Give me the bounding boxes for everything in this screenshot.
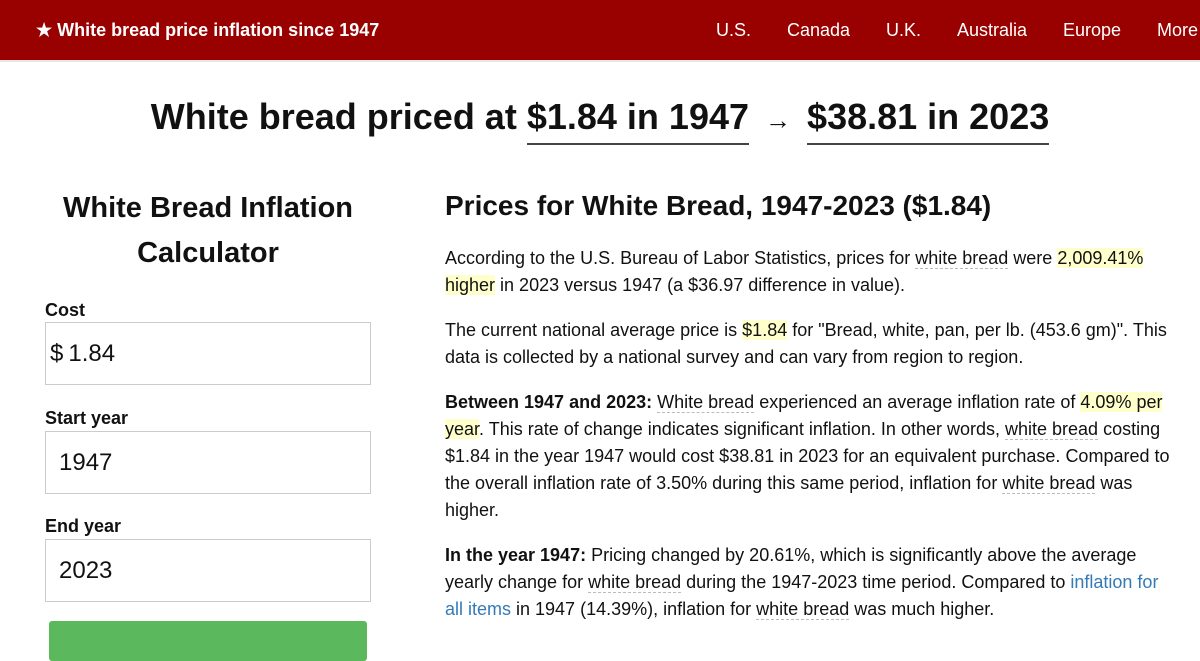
brand-link[interactable]: ★ White bread price inflation since 1947 [36,20,379,41]
end-year-field [45,539,371,602]
nav-link-uk[interactable]: U.K. [886,20,922,40]
text: . This rate of change indicates signific… [479,419,1005,439]
inflation-calculator: White Bread Inflation Calculator Cost $ … [45,186,371,661]
cost-field: $ [45,322,371,385]
text: experienced an average inflation rate of [754,392,1081,412]
term-white-bread[interactable]: white bread [1002,473,1096,494]
article-content: Prices for White Bread, 1947-2023 ($1.84… [445,186,1175,623]
highlight-current-price: $1.84 [742,320,788,340]
text: was much higher. [849,599,995,619]
headline-end-value: $38.81 in 2023 [807,97,1050,145]
article-title: Prices for White Bread, 1947-2023 ($1.84… [445,190,992,221]
term-white-bread[interactable]: White bread [657,392,755,413]
calculate-button[interactable] [49,621,367,661]
top-navigation-bar: ★ White bread price inflation since 1947… [0,0,1200,62]
brand-title: White bread price inflation since 1947 [57,20,380,40]
term-white-bread[interactable]: white bread [1005,419,1099,440]
inflation-all-items-link[interactable]: inflation for all items [445,572,1159,619]
calculator-title: White Bread Inflation Calculator [63,192,353,269]
nav-link-europe[interactable]: Europe [1063,20,1122,40]
text: for "Bread, white, pan, per lb. (453.6 g… [445,320,1167,367]
text: during the 1947-2023 time period. Compar… [681,572,1071,592]
nav-link-australia[interactable]: Australia [957,20,1028,40]
text: costing $1.84 in the year 1947 would cos… [445,419,1170,493]
star-icon: ★ [36,20,53,40]
paragraph-start-year: In the year 1947: Pricing changed by 20.… [445,542,1175,623]
paragraph-current-price: The current national average price is $1… [445,317,1175,371]
start-year-label: Start year [45,408,129,428]
headline-start-value: $1.84 in 1947 [526,97,750,145]
term-white-bread[interactable]: white bread [588,572,682,593]
end-year-label: End year [45,516,122,536]
text: in 2023 versus 1947 (a $36.97 difference… [495,275,905,295]
start-year-field [45,431,371,494]
paragraph-summary: According to the U.S. Bureau of Labor St… [445,245,1175,299]
cost-input[interactable] [68,339,370,368]
text: According to the U.S. Bureau of Labor St… [445,248,916,268]
text: were [1008,248,1058,268]
term-white-bread[interactable]: white bread [915,248,1009,269]
page-headline: White bread priced at $1.84 in 1947 → $3… [0,96,1200,145]
period-heading: Between 1947 and 2023: [445,392,653,412]
text: was higher. [445,473,1133,520]
headline-prefix: White bread priced at [150,96,517,137]
term-white-bread[interactable]: white bread [756,599,850,620]
nav-link-us[interactable]: U.S. [716,20,752,40]
end-year-input[interactable] [59,556,370,585]
nav-link-canada[interactable]: Canada [787,20,851,40]
text: Pricing changed by 20.61%, which is sign… [445,545,1137,592]
cost-label: Cost [45,300,85,320]
start-year-input[interactable] [59,448,370,477]
paragraph-period-inflation: Between 1947 and 2023: White bread exper… [445,389,1175,524]
nav-link-more[interactable]: More [1157,20,1199,40]
arrow-right-icon: → [765,105,792,135]
country-nav: U.S. Canada U.K. Australia Europe More [0,20,1200,44]
text: in 1947 (14.39%), inflation for [511,599,757,619]
text: The current national average price is [445,320,743,340]
dollar-prefix: $ [50,339,64,367]
year-heading: In the year 1947: [445,545,587,565]
